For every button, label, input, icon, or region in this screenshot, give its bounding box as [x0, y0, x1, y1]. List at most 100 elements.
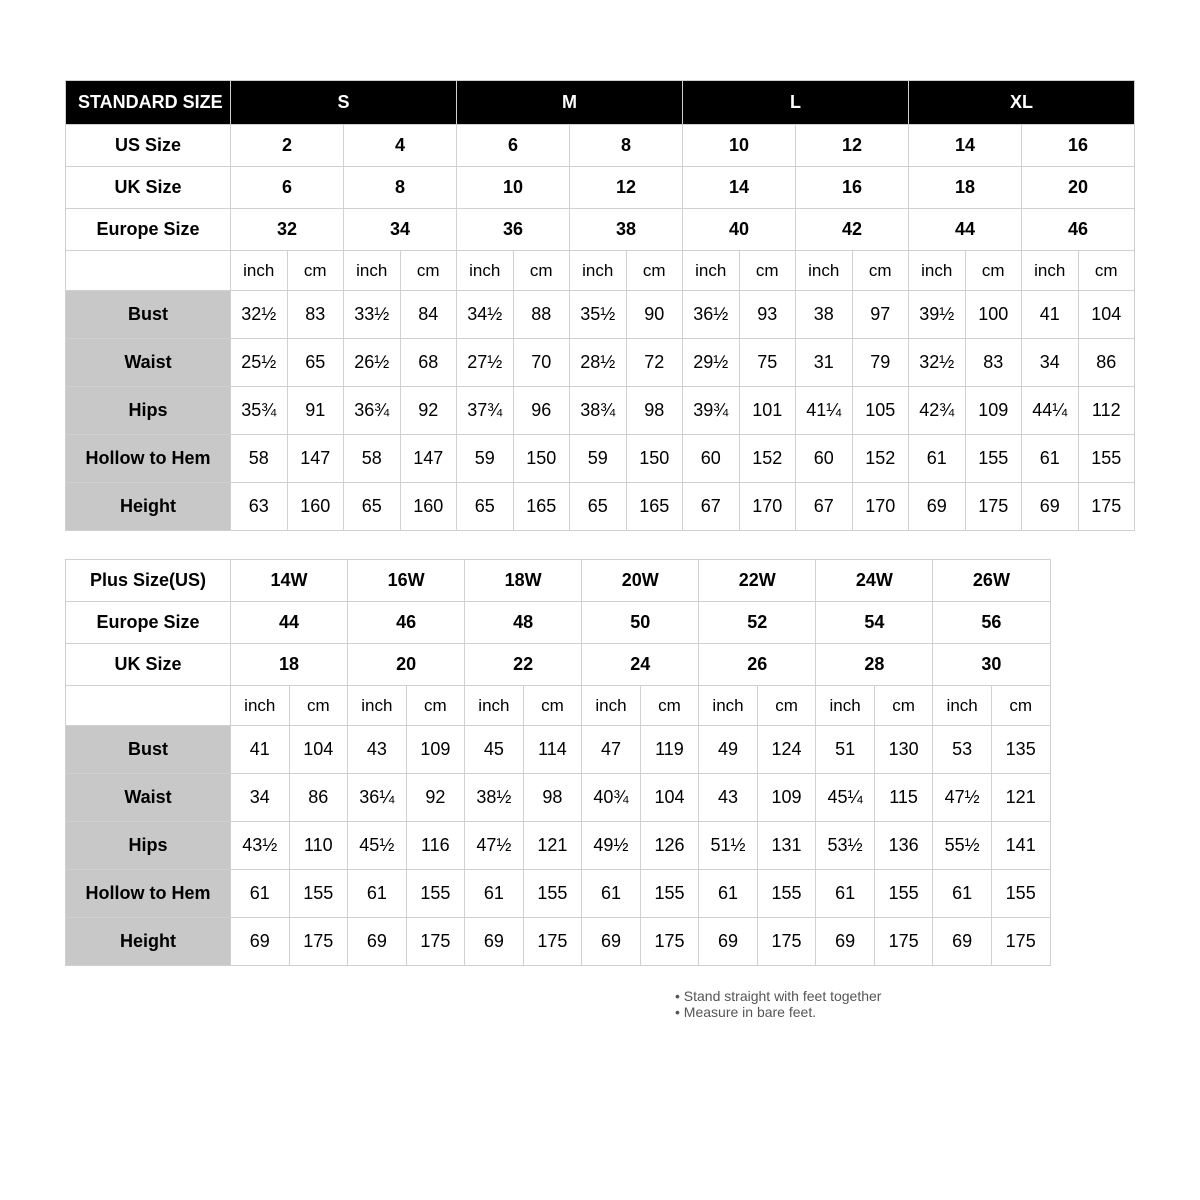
measure-label: Hips — [66, 387, 231, 435]
measure-inch: 36¾ — [344, 387, 401, 435]
standard-title: STANDARD SIZE — [66, 81, 231, 125]
plus-measure-inch: 69 — [348, 918, 407, 966]
measure-inch: 58 — [231, 435, 288, 483]
unit-inch: inch — [457, 251, 514, 291]
plus-measure-cm: 155 — [406, 870, 465, 918]
plus-measure-label: Hollow to Hem — [66, 870, 231, 918]
size-value: 8 — [344, 167, 457, 209]
plus-measure-inch: 40¾ — [582, 774, 641, 822]
note-item: Measure in bare feet. — [675, 1004, 1135, 1020]
measure-cm: 155 — [965, 435, 1022, 483]
measure-inch: 42¾ — [909, 387, 966, 435]
plus-measure-cm: 109 — [757, 774, 816, 822]
measure-label: Height — [66, 483, 231, 531]
measure-inch: 33½ — [344, 291, 401, 339]
plus-measure-inch: 45¼ — [816, 774, 875, 822]
note-item: Stand straight with feet together — [675, 988, 1135, 1004]
plus-measure-cm: 114 — [523, 726, 582, 774]
plus-size-value: 16W — [348, 560, 465, 602]
unit-cm: cm — [739, 251, 796, 291]
size-value: 6 — [457, 125, 570, 167]
measure-cm: 90 — [626, 291, 683, 339]
plus-measure-inch: 47 — [582, 726, 641, 774]
measure-cm: 150 — [626, 435, 683, 483]
plus-measure-inch: 43 — [699, 774, 758, 822]
measure-cm: 165 — [513, 483, 570, 531]
measure-cm: 150 — [513, 435, 570, 483]
measure-cm: 97 — [852, 291, 909, 339]
plus-measure-cm: 136 — [874, 822, 933, 870]
size-label: S — [231, 81, 457, 125]
plus-measure-cm: 109 — [406, 726, 465, 774]
measure-cm: 75 — [739, 339, 796, 387]
measure-cm: 65 — [287, 339, 344, 387]
unit-inch: inch — [348, 686, 407, 726]
measure-inch: 61 — [1022, 435, 1079, 483]
size-value: 8 — [570, 125, 683, 167]
plus-measure-inch: 38½ — [465, 774, 524, 822]
plus-size-value: 20W — [582, 560, 699, 602]
plus-measure-inch: 45 — [465, 726, 524, 774]
plus-measure-cm: 175 — [523, 918, 582, 966]
unit-inch: inch — [909, 251, 966, 291]
plus-measure-inch: 69 — [465, 918, 524, 966]
plus-size-value: 24W — [816, 560, 933, 602]
measure-inch: 59 — [457, 435, 514, 483]
measure-cm: 83 — [287, 291, 344, 339]
size-label: M — [457, 81, 683, 125]
plus-measure-inch: 51½ — [699, 822, 758, 870]
measure-cm: 170 — [852, 483, 909, 531]
measure-inch: 28½ — [570, 339, 627, 387]
unit-cm: cm — [287, 251, 344, 291]
measure-inch: 41 — [1022, 291, 1079, 339]
plus-size-value: 28 — [816, 644, 933, 686]
plus-measure-inch: 34 — [231, 774, 290, 822]
measure-cm: 160 — [400, 483, 457, 531]
measure-inch: 38 — [796, 291, 853, 339]
plus-measure-cm: 155 — [640, 870, 699, 918]
plus-measure-cm: 155 — [874, 870, 933, 918]
plus-measure-cm: 116 — [406, 822, 465, 870]
plus-measure-inch: 49½ — [582, 822, 641, 870]
size-label: L — [683, 81, 909, 125]
plus-measure-cm: 98 — [523, 774, 582, 822]
size-value: 12 — [570, 167, 683, 209]
plus-size-value: 44 — [231, 602, 348, 644]
plus-measure-cm: 155 — [991, 870, 1050, 918]
unit-inch: inch — [933, 686, 992, 726]
size-value: 4 — [344, 125, 457, 167]
unit-inch: inch — [699, 686, 758, 726]
measure-inch: 69 — [1022, 483, 1079, 531]
plus-size-value: 54 — [816, 602, 933, 644]
measure-cm: 175 — [965, 483, 1022, 531]
unit-cm: cm — [991, 686, 1050, 726]
measure-inch: 41¼ — [796, 387, 853, 435]
plus-size-value: 46 — [348, 602, 465, 644]
unit-cm: cm — [757, 686, 816, 726]
size-value: 38 — [570, 209, 683, 251]
unit-cm: cm — [965, 251, 1022, 291]
measure-cm: 175 — [1078, 483, 1135, 531]
unit-inch: inch — [816, 686, 875, 726]
unit-cm: cm — [640, 686, 699, 726]
size-value: 32 — [231, 209, 344, 251]
size-value: 36 — [457, 209, 570, 251]
measure-cm: 165 — [626, 483, 683, 531]
measure-inch: 37¾ — [457, 387, 514, 435]
measure-inch: 44¼ — [1022, 387, 1079, 435]
measure-inch: 34½ — [457, 291, 514, 339]
plus-size-value: 20 — [348, 644, 465, 686]
plus-measure-cm: 135 — [991, 726, 1050, 774]
plus-measure-cm: 155 — [289, 870, 348, 918]
plus-measure-cm: 155 — [523, 870, 582, 918]
plus-measure-cm: 155 — [757, 870, 816, 918]
measure-cm: 155 — [1078, 435, 1135, 483]
size-value: 14 — [683, 167, 796, 209]
plus-measure-inch: 47½ — [465, 822, 524, 870]
plus-size-value: 14W — [231, 560, 348, 602]
plus-measure-inch: 61 — [816, 870, 875, 918]
measure-inch: 65 — [457, 483, 514, 531]
measure-cm: 147 — [287, 435, 344, 483]
plus-measure-cm: 130 — [874, 726, 933, 774]
plus-size-value: 26 — [699, 644, 816, 686]
